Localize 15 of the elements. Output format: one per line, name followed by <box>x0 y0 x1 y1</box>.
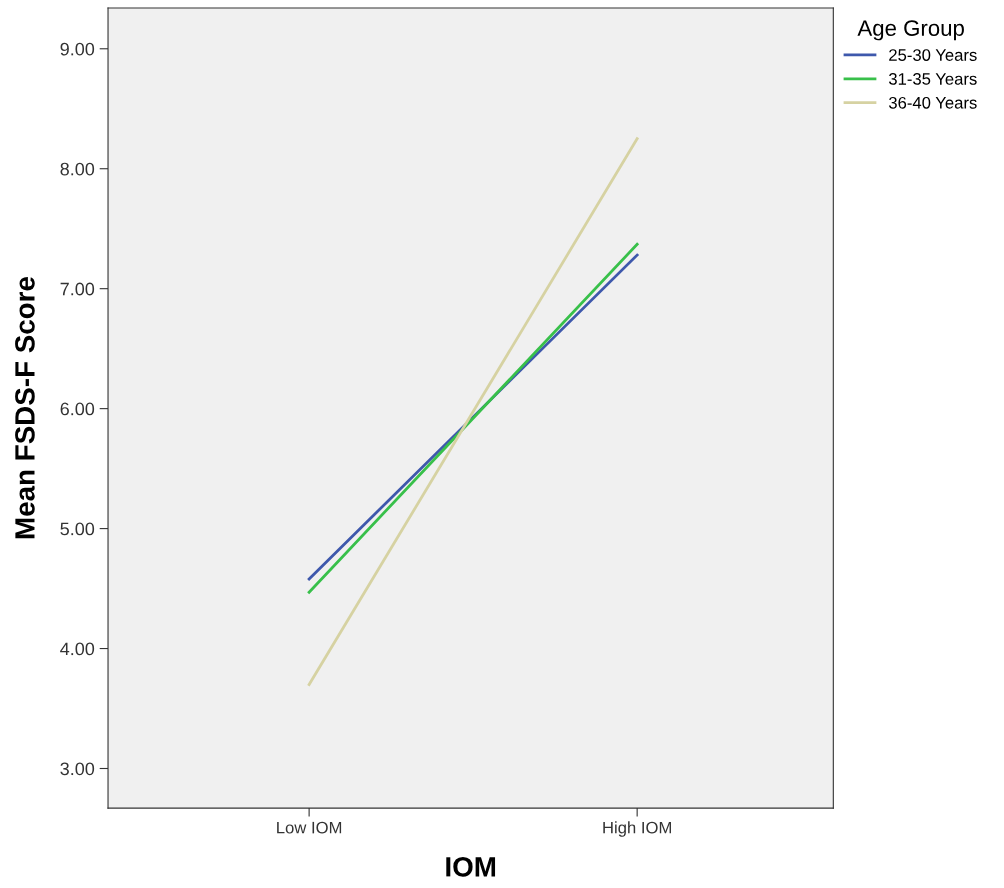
legend-label: 36-40 Years <box>888 96 977 109</box>
x-tick-label: Low IOM <box>277 821 342 834</box>
legend-label: 31-35 Years <box>888 73 977 85</box>
y-tick-label: 4.00 <box>60 642 95 656</box>
y-tick-label: 7.00 <box>60 282 95 296</box>
y-tick-label: 9.00 <box>60 42 95 56</box>
x-tick-label: High IOM <box>603 821 671 837</box>
y-axis-title: Mean FSDS-F Score <box>15 277 35 539</box>
legend-label: 25-30 Years <box>889 49 977 61</box>
legend-title: Age Group <box>857 20 964 41</box>
y-tick-label: 6.00 <box>60 402 95 416</box>
y-tick-label: 5.00 <box>60 522 95 536</box>
x-axis-title: IOM <box>446 856 496 877</box>
y-tick-label: 3.00 <box>60 762 95 776</box>
y-tick-label: 8.00 <box>60 162 95 176</box>
